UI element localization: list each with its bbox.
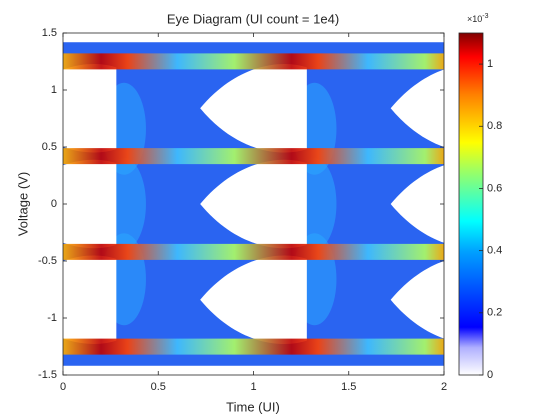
multiplier-base: ×10 (467, 14, 482, 24)
eye-opening (390, 165, 444, 243)
y-tick-label: -1.5 (38, 369, 57, 381)
level-band (63, 53, 444, 70)
colorbar-tick-label: 0.4 (487, 245, 502, 257)
colorbar-tick-label: 0.8 (487, 120, 502, 132)
y-tick-label: 0 (51, 198, 57, 210)
colorbar-multiplier: ×10-3 (467, 13, 489, 25)
eye-opening (200, 159, 307, 249)
colorbar-tick-label: 1 (487, 58, 493, 70)
eye-opening (63, 159, 117, 249)
y-axis-label: Voltage (V) (15, 172, 30, 236)
multiplier-exponent: -3 (482, 13, 488, 20)
x-tick-label: 1.5 (341, 381, 356, 393)
y-tick-label: -0.5 (38, 255, 57, 267)
y-tick-label: 0.5 (42, 141, 57, 153)
level-band (63, 338, 444, 355)
eye-opening (63, 255, 117, 344)
colorbar (458, 32, 484, 376)
y-tick-label: 1 (51, 84, 57, 96)
y-tick-label: 1.5 (42, 27, 57, 39)
level-band (63, 243, 444, 260)
x-tick-label: 2 (441, 381, 447, 393)
x-tick-label: 0 (60, 381, 66, 393)
y-tick-label: -1 (47, 312, 57, 324)
colorbar-tick-label: 0.2 (487, 307, 502, 319)
eye-opening (200, 255, 307, 345)
eye-opening (390, 69, 444, 147)
x-axis-label: Time (UI) (226, 399, 280, 414)
colorbar-tick-label: 0.6 (487, 182, 502, 194)
chart-title: Eye Diagram (UI count = 1e4) (167, 11, 339, 26)
eye-opening (200, 63, 307, 153)
heatmap (63, 42, 444, 366)
eye-opening (63, 64, 117, 153)
eye-opening (390, 261, 444, 339)
colorbar-tick-label: 0 (487, 369, 493, 381)
level-band (63, 148, 444, 165)
x-tick-label: 0.5 (151, 381, 166, 393)
x-tick-label: 1 (250, 381, 256, 393)
